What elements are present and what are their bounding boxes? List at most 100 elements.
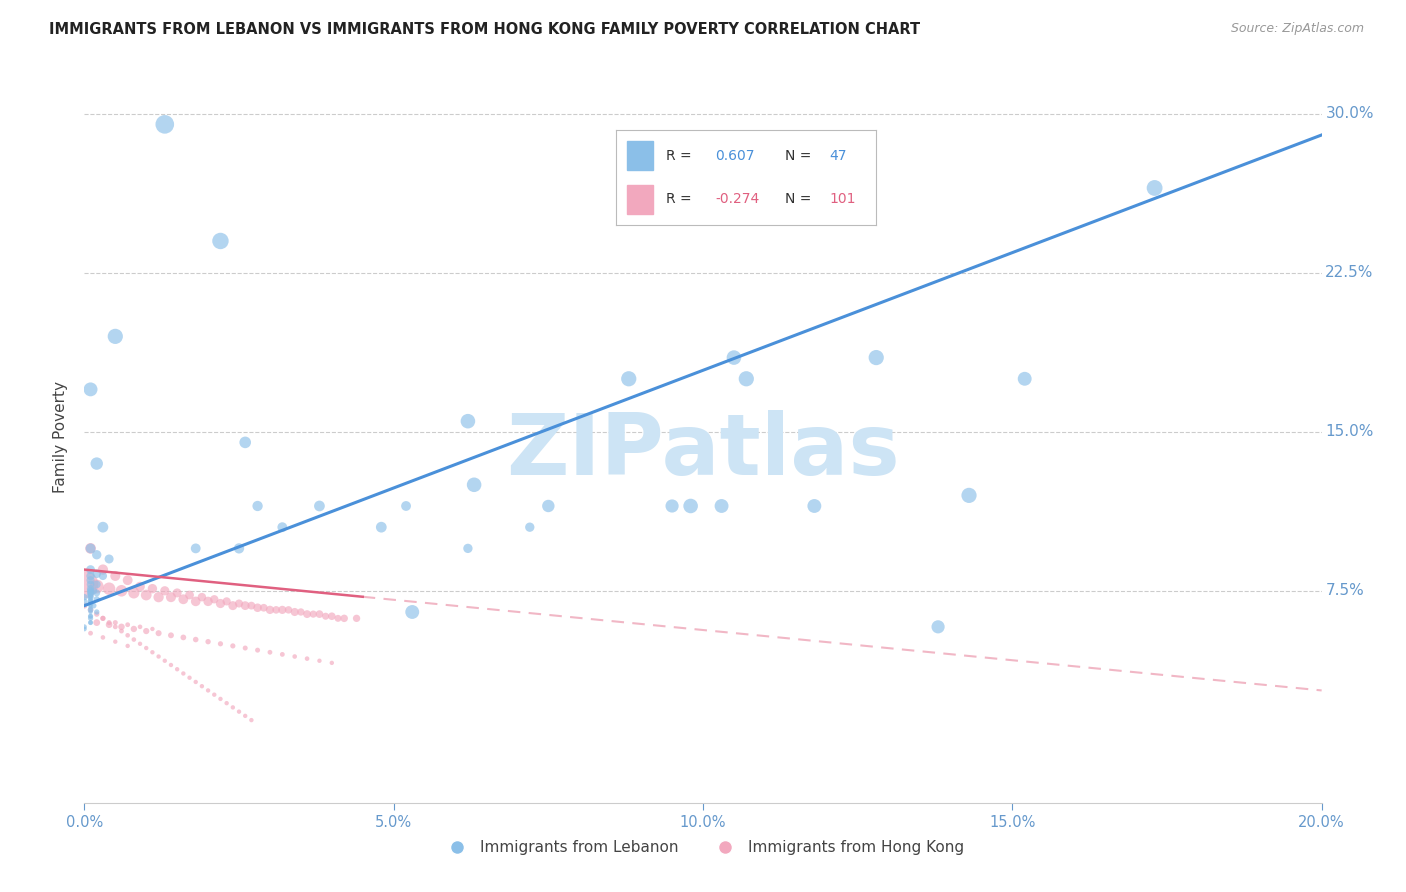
Point	[401, 605, 423, 619]
Point	[98, 552, 121, 566]
Point	[79, 615, 101, 630]
Point	[110, 620, 132, 634]
Point	[83, 599, 105, 613]
Point	[321, 656, 343, 670]
Point	[803, 499, 825, 513]
Point	[295, 607, 318, 621]
Point	[79, 592, 101, 607]
Point	[321, 609, 343, 624]
Point	[73, 599, 96, 613]
Point	[91, 631, 114, 645]
Text: ZIPatlas: ZIPatlas	[506, 410, 900, 493]
Point	[79, 590, 101, 604]
Point	[184, 594, 207, 608]
Point	[308, 607, 330, 621]
Point	[79, 541, 101, 556]
Point	[228, 541, 250, 556]
Text: 30.0%: 30.0%	[1326, 106, 1374, 121]
Point	[284, 649, 307, 664]
Point	[135, 588, 157, 602]
Point	[172, 592, 194, 607]
Point	[79, 626, 101, 640]
Point	[117, 628, 139, 642]
Point	[104, 634, 127, 648]
Point	[271, 648, 294, 662]
Point	[122, 632, 145, 647]
Point	[184, 632, 207, 647]
Point	[222, 700, 245, 714]
Point	[79, 586, 101, 600]
Point	[295, 651, 318, 665]
Point	[346, 611, 368, 625]
Text: 22.5%: 22.5%	[1326, 265, 1374, 280]
Point	[104, 620, 127, 634]
Point	[661, 499, 683, 513]
Point	[457, 541, 479, 556]
Point	[86, 457, 108, 471]
Point	[370, 520, 392, 534]
Point	[79, 383, 101, 397]
Point	[86, 548, 108, 562]
Point	[79, 588, 101, 602]
Point	[233, 709, 256, 723]
Point	[679, 499, 702, 513]
Point	[79, 597, 101, 611]
Point	[104, 569, 127, 583]
Point	[723, 351, 745, 365]
Point	[1014, 372, 1036, 386]
Point	[246, 600, 269, 615]
Point	[197, 683, 219, 698]
Point	[457, 414, 479, 428]
Point	[202, 688, 225, 702]
Point	[91, 611, 114, 625]
Point	[148, 590, 170, 604]
Point	[153, 117, 176, 131]
Point	[73, 620, 96, 634]
Point	[79, 603, 101, 617]
Point	[79, 586, 101, 600]
Point	[160, 658, 183, 673]
Point	[98, 615, 121, 630]
Point	[79, 609, 101, 624]
Point	[326, 611, 349, 625]
Point	[172, 666, 194, 681]
Point	[264, 603, 287, 617]
Point	[271, 603, 294, 617]
Point	[160, 628, 183, 642]
Point	[209, 637, 232, 651]
Point	[79, 594, 101, 608]
Point	[333, 611, 356, 625]
Point	[1143, 181, 1166, 195]
Legend: Immigrants from Lebanon, Immigrants from Hong Kong: Immigrants from Lebanon, Immigrants from…	[436, 834, 970, 861]
Point	[927, 620, 949, 634]
Point	[79, 577, 101, 591]
Point	[233, 599, 256, 613]
Point	[141, 622, 163, 636]
Point	[91, 569, 114, 583]
Point	[79, 600, 101, 615]
Point	[166, 662, 188, 676]
Point	[86, 577, 108, 591]
Point	[617, 372, 640, 386]
Point	[284, 605, 307, 619]
Point	[86, 580, 108, 594]
Point	[117, 639, 139, 653]
Point	[86, 607, 108, 621]
Point	[135, 624, 157, 638]
Point	[259, 645, 281, 659]
Point	[86, 586, 108, 600]
Point	[735, 372, 758, 386]
Point	[79, 590, 101, 604]
Point	[73, 594, 96, 608]
Point	[141, 582, 163, 596]
Point	[148, 649, 170, 664]
Point	[519, 520, 541, 534]
Point	[184, 675, 207, 690]
Point	[79, 569, 101, 583]
Text: 7.5%: 7.5%	[1326, 583, 1364, 599]
Point	[271, 520, 294, 534]
Point	[215, 696, 238, 710]
Point	[135, 640, 157, 655]
Point	[865, 351, 887, 365]
Point	[209, 597, 232, 611]
